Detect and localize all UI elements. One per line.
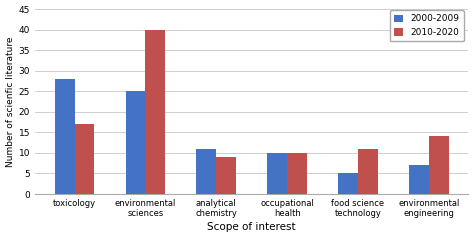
Bar [74, 124, 94, 194]
X-axis label: Scope of interest: Scope of interest [208, 223, 296, 233]
Bar [146, 30, 165, 194]
Bar [55, 79, 74, 194]
Bar [126, 91, 146, 194]
Bar [287, 153, 307, 194]
Bar [358, 149, 378, 194]
Bar [429, 136, 449, 194]
Bar [409, 165, 429, 194]
Y-axis label: Number of scienfic literature: Number of scienfic literature [6, 36, 15, 167]
Bar [216, 157, 236, 194]
Bar [267, 153, 287, 194]
Legend: 2000-2009, 2010-2020: 2000-2009, 2010-2020 [390, 10, 464, 41]
Bar [338, 174, 358, 194]
Bar [197, 149, 216, 194]
